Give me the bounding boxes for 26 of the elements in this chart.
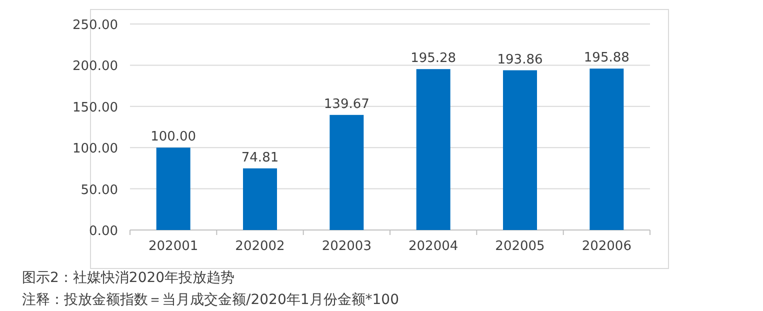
data-label: 195.88 [584, 50, 630, 66]
bar [330, 114, 364, 230]
x-tick-label: 202006 [582, 239, 632, 254]
x-tick-label: 202004 [408, 239, 458, 254]
text: 图示2：社媒快消2020年投放趋势 [22, 270, 235, 286]
bar [156, 148, 190, 230]
bar [503, 70, 537, 230]
y-tick-label: 250.00 [72, 18, 118, 33]
x-tick-label: 202001 [148, 239, 198, 254]
data-label: 139.67 [324, 96, 370, 112]
y-tick-label: 50.00 [80, 182, 118, 198]
bar [416, 69, 450, 230]
data-label: 74.81 [241, 150, 279, 166]
x-tick-label: 202002 [235, 239, 285, 254]
x-tick-label: 202003 [322, 239, 372, 254]
data-label: 100.00 [150, 130, 196, 145]
y-tick-label: 150.00 [72, 100, 118, 116]
data-label: 195.28 [410, 51, 456, 66]
bar [243, 168, 277, 230]
bar [590, 68, 624, 230]
y-tick-label: 200.00 [72, 59, 118, 74]
y-tick-label: 0.00 [89, 224, 118, 239]
text: 注释：投放金额指数＝当月成交金额/2020年1月份金额*100 [22, 292, 399, 308]
data-label: 193.86 [497, 52, 543, 68]
x-tick-label: 202005 [495, 239, 545, 254]
y-tick-label: 100.00 [72, 142, 118, 157]
